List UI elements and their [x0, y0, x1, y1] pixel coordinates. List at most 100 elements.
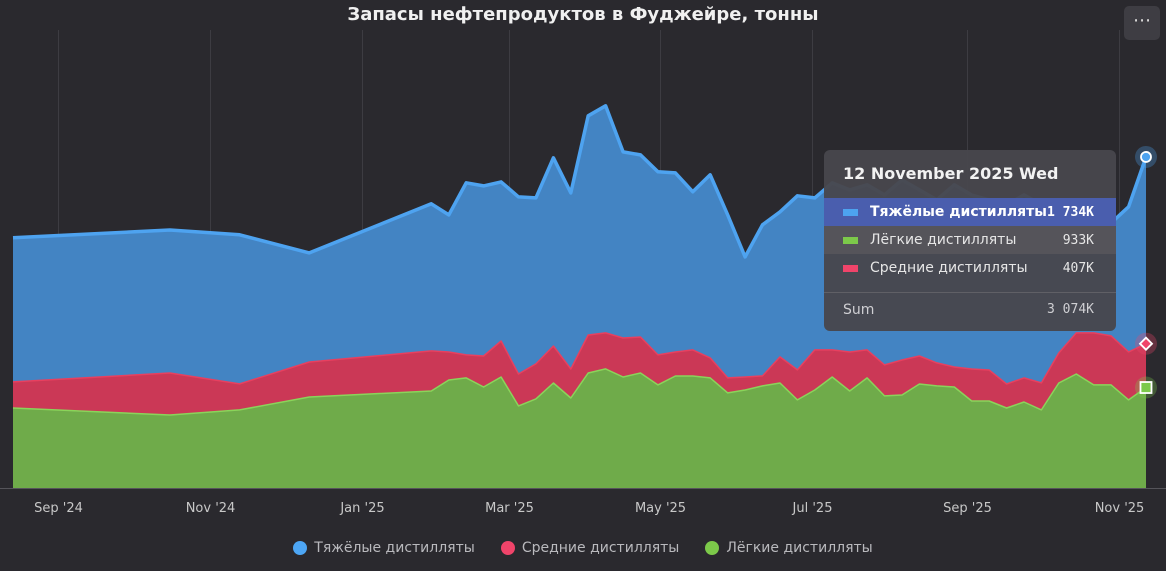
data-point[interactable]: [725, 212, 731, 218]
data-point[interactable]: [306, 394, 312, 400]
data-point[interactable]: [794, 397, 800, 403]
data-point[interactable]: [533, 195, 539, 201]
data-point[interactable]: [237, 232, 243, 238]
data-point[interactable]: [1108, 333, 1114, 339]
data-point[interactable]: [428, 348, 434, 354]
data-point[interactable]: [568, 190, 574, 196]
data-point[interactable]: [568, 395, 574, 401]
data-point[interactable]: [934, 383, 940, 389]
data-point[interactable]: [498, 374, 504, 380]
data-point[interactable]: [707, 172, 713, 178]
data-point[interactable]: [428, 388, 434, 394]
data-point[interactable]: [585, 332, 591, 338]
data-point[interactable]: [829, 347, 835, 353]
data-point[interactable]: [725, 390, 731, 396]
data-point[interactable]: [550, 343, 556, 349]
data-point[interactable]: [638, 370, 644, 376]
data-point[interactable]: [899, 357, 905, 363]
data-point[interactable]: [1073, 371, 1079, 377]
data-point[interactable]: [481, 353, 487, 359]
data-point[interactable]: [1126, 204, 1132, 210]
data-point[interactable]: [1126, 397, 1132, 403]
data-point[interactable]: [812, 195, 818, 201]
data-point[interactable]: [812, 347, 818, 353]
data-point[interactable]: [1108, 382, 1114, 388]
data-point[interactable]: [10, 379, 16, 385]
data-point[interactable]: [690, 347, 696, 353]
data-point[interactable]: [794, 193, 800, 199]
data-point[interactable]: [515, 194, 521, 200]
data-point[interactable]: [10, 235, 16, 241]
data-point[interactable]: [481, 183, 487, 189]
data-point[interactable]: [1021, 375, 1027, 381]
data-point[interactable]: [463, 180, 469, 186]
data-point[interactable]: [603, 103, 609, 109]
data-point[interactable]: [951, 364, 957, 370]
data-point[interactable]: [707, 355, 713, 361]
data-point[interactable]: [167, 227, 173, 233]
data-point[interactable]: [882, 362, 888, 368]
data-point[interactable]: [986, 398, 992, 404]
legend-item-light[interactable]: Лёгкие дистилляты: [705, 540, 873, 556]
data-point[interactable]: [1004, 405, 1010, 411]
data-point[interactable]: [515, 371, 521, 377]
data-point[interactable]: [306, 359, 312, 365]
data-point[interactable]: [463, 352, 469, 358]
data-point[interactable]: [777, 380, 783, 386]
data-point[interactable]: [672, 373, 678, 379]
data-point[interactable]: [760, 373, 766, 379]
data-point[interactable]: [777, 209, 783, 215]
data-point[interactable]: [237, 407, 243, 413]
data-point[interactable]: [1038, 380, 1044, 386]
data-point[interactable]: [794, 367, 800, 373]
data-point[interactable]: [760, 383, 766, 389]
data-point[interactable]: [916, 381, 922, 387]
data-point[interactable]: [916, 353, 922, 359]
data-point[interactable]: [742, 387, 748, 393]
data-point[interactable]: [760, 222, 766, 228]
data-point[interactable]: [620, 374, 626, 380]
data-point[interactable]: [585, 370, 591, 376]
data-point[interactable]: [585, 113, 591, 119]
data-point[interactable]: [742, 254, 748, 260]
data-point[interactable]: [498, 338, 504, 344]
data-point[interactable]: [777, 354, 783, 360]
data-point[interactable]: [515, 403, 521, 409]
data-point[interactable]: [620, 149, 626, 155]
data-point[interactable]: [882, 393, 888, 399]
data-point[interactable]: [655, 169, 661, 175]
data-point[interactable]: [481, 384, 487, 390]
data-point[interactable]: [1091, 382, 1097, 388]
data-point[interactable]: [638, 152, 644, 158]
data-point[interactable]: [446, 212, 452, 218]
data-point[interactable]: [725, 375, 731, 381]
data-point[interactable]: [672, 170, 678, 176]
data-point[interactable]: [742, 374, 748, 380]
data-point[interactable]: [672, 349, 678, 355]
legend-item-medium[interactable]: Средние дистилляты: [500, 540, 679, 556]
data-point[interactable]: [533, 396, 539, 402]
data-point[interactable]: [428, 201, 434, 207]
data-point[interactable]: [951, 384, 957, 390]
data-point[interactable]: [638, 334, 644, 340]
data-point[interactable]: [1021, 399, 1027, 405]
data-point[interactable]: [620, 335, 626, 341]
data-point[interactable]: [1056, 380, 1062, 386]
data-point[interactable]: [847, 349, 853, 355]
data-point[interactable]: [603, 366, 609, 372]
data-point[interactable]: [533, 361, 539, 367]
data-point[interactable]: [1004, 381, 1010, 387]
data-point[interactable]: [1056, 350, 1062, 356]
data-point[interactable]: [167, 370, 173, 376]
data-point[interactable]: [306, 250, 312, 256]
data-point[interactable]: [899, 392, 905, 398]
data-point[interactable]: [10, 405, 16, 411]
data-point[interactable]: [812, 387, 818, 393]
data-point[interactable]: [969, 366, 975, 372]
legend-item-heavy[interactable]: Тяжёлые дистилляты: [293, 540, 475, 556]
data-point[interactable]: [1038, 407, 1044, 413]
data-point[interactable]: [603, 330, 609, 336]
data-point[interactable]: [446, 377, 452, 383]
data-point[interactable]: [1126, 349, 1132, 355]
data-point[interactable]: [690, 189, 696, 195]
